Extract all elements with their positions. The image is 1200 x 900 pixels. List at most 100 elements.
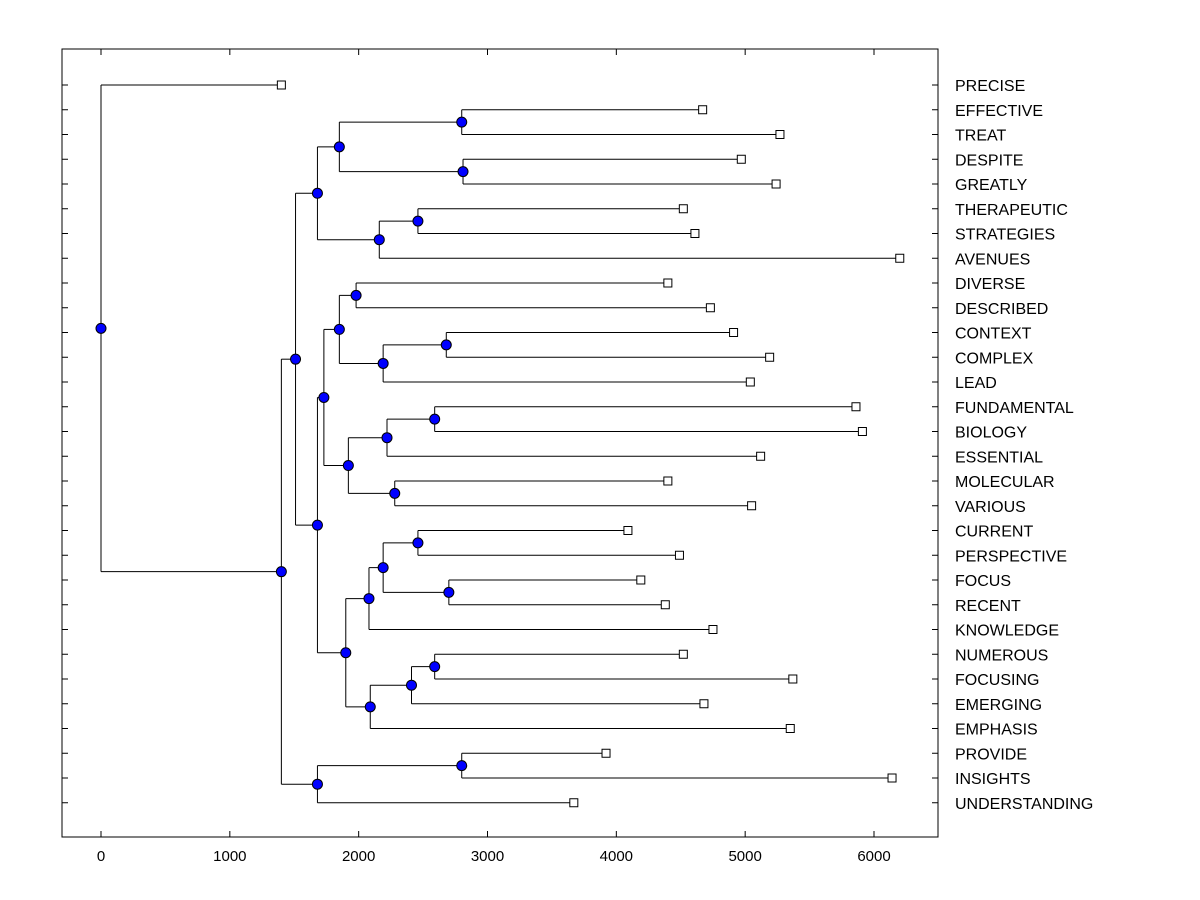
leaf-marker	[569, 798, 579, 808]
leaf-marker	[636, 575, 646, 585]
leaf-marker	[663, 278, 673, 288]
leaf-marker	[785, 724, 795, 733]
x-axis: 0 1000 2000 3000 4000 5000 6000	[97, 49, 891, 865]
merge-node	[311, 519, 323, 531]
x-tick-label: 3000	[471, 848, 504, 865]
merge-node	[440, 339, 452, 351]
leaf-marker	[678, 649, 688, 659]
leaf-label: EMERGING	[955, 697, 1042, 714]
leaf-marker	[678, 204, 688, 214]
leaf-marker	[690, 229, 700, 238]
leaf-marker	[729, 328, 739, 337]
merge-node	[443, 586, 455, 598]
leaf-marker	[887, 773, 897, 783]
leaf-marker	[663, 476, 673, 486]
merge-node	[95, 322, 107, 334]
leaf-label: MOLECULAR	[955, 474, 1055, 491]
leaf-label: BIOLOGY	[955, 425, 1027, 442]
leaf-label: LEAD	[955, 375, 997, 392]
leaf-label: GREATLY	[955, 177, 1028, 194]
merge-node	[311, 778, 323, 790]
merge-node	[377, 562, 389, 574]
leaf-marker	[857, 427, 867, 436]
leaf-marker	[660, 600, 670, 610]
x-tick-label: 2000	[342, 848, 375, 865]
leaf-label: RECENT	[955, 598, 1021, 615]
leaf-marker	[276, 80, 286, 90]
leaf-marker	[698, 105, 708, 115]
merge-node	[364, 701, 376, 713]
leaf-label: FOCUSING	[955, 672, 1039, 689]
leaf-marker	[674, 550, 684, 560]
merge-node	[340, 647, 352, 659]
leaf-marker	[736, 154, 746, 164]
merge-node	[333, 141, 345, 153]
leaf-label: EMPHASIS	[955, 722, 1038, 739]
leaf-marker	[851, 402, 861, 412]
leaf-marker	[623, 526, 633, 535]
leaf-marker	[788, 674, 798, 684]
leaf-marker	[756, 451, 766, 461]
merge-node	[311, 187, 323, 199]
leaf-label: TREAT	[955, 128, 1006, 145]
merge-node	[342, 460, 354, 472]
leaf-label: DESCRIBED	[955, 301, 1048, 318]
leaf-label: KNOWLEDGE	[955, 623, 1059, 640]
merge-node	[350, 289, 362, 301]
leaf-marker	[765, 352, 775, 362]
x-tick-label: 5000	[728, 848, 761, 865]
merge-node	[373, 234, 385, 246]
merge-node	[275, 566, 287, 578]
leaf-markers	[276, 80, 905, 808]
leaf-label: PERSPECTIVE	[955, 548, 1067, 565]
x-tick-label: 0	[97, 848, 105, 865]
x-tick-label: 6000	[857, 848, 890, 865]
leaf-marker	[745, 377, 755, 387]
merge-node	[412, 215, 424, 227]
leaf-marker	[708, 625, 718, 634]
leaf-label: THERAPEUTIC	[955, 202, 1068, 219]
leaf-label: STRATEGIES	[955, 227, 1055, 244]
leaf-marker	[775, 130, 785, 139]
leaf-marker	[699, 699, 709, 709]
leaf-marker	[705, 303, 715, 313]
leaf-label: INSIGHTS	[955, 771, 1031, 788]
leaf-label: COMPLEX	[955, 350, 1034, 367]
merge-node	[412, 537, 424, 549]
x-tick-label: 1000	[213, 848, 246, 865]
merge-node	[290, 353, 302, 365]
merge-nodes	[95, 116, 469, 790]
plot-frame	[61, 48, 939, 838]
leaf-marker	[747, 501, 757, 511]
leaf-label: PRECISE	[955, 78, 1025, 95]
merge-node	[405, 679, 417, 691]
leaf-label: CURRENT	[955, 524, 1033, 541]
merge-node	[456, 116, 468, 128]
leaf-label: CONTEXT	[955, 326, 1032, 343]
merge-node	[429, 413, 441, 425]
leaf-label: FOCUS	[955, 573, 1011, 590]
merge-node	[333, 323, 345, 335]
leaf-label: FUNDAMENTAL	[955, 400, 1074, 417]
leaf-label: UNDERSTANDING	[955, 796, 1093, 813]
leaf-label: VARIOUS	[955, 499, 1026, 516]
x-tick-label: 4000	[600, 848, 633, 865]
leaf-label: EFFECTIVE	[955, 103, 1043, 120]
leaf-marker	[771, 179, 781, 189]
leaf-label: NUMEROUS	[955, 647, 1048, 664]
leaf-labels: PRECISE EFFECTIVE TREAT DESPITE GREATLY THERA…	[955, 78, 1093, 813]
leaf-label: PROVIDE	[955, 746, 1027, 763]
merge-node	[389, 487, 401, 499]
leaf-label: AVENUES	[955, 251, 1030, 268]
leaf-marker	[601, 748, 611, 758]
merge-node	[363, 593, 375, 605]
merge-node	[377, 357, 389, 369]
merge-node	[381, 432, 393, 444]
merge-node	[457, 166, 469, 178]
leaf-marker	[895, 253, 905, 263]
merge-node	[429, 661, 441, 673]
y-ticks	[62, 84, 938, 804]
leaf-label: ESSENTIAL	[955, 449, 1043, 466]
merge-node	[318, 391, 330, 403]
